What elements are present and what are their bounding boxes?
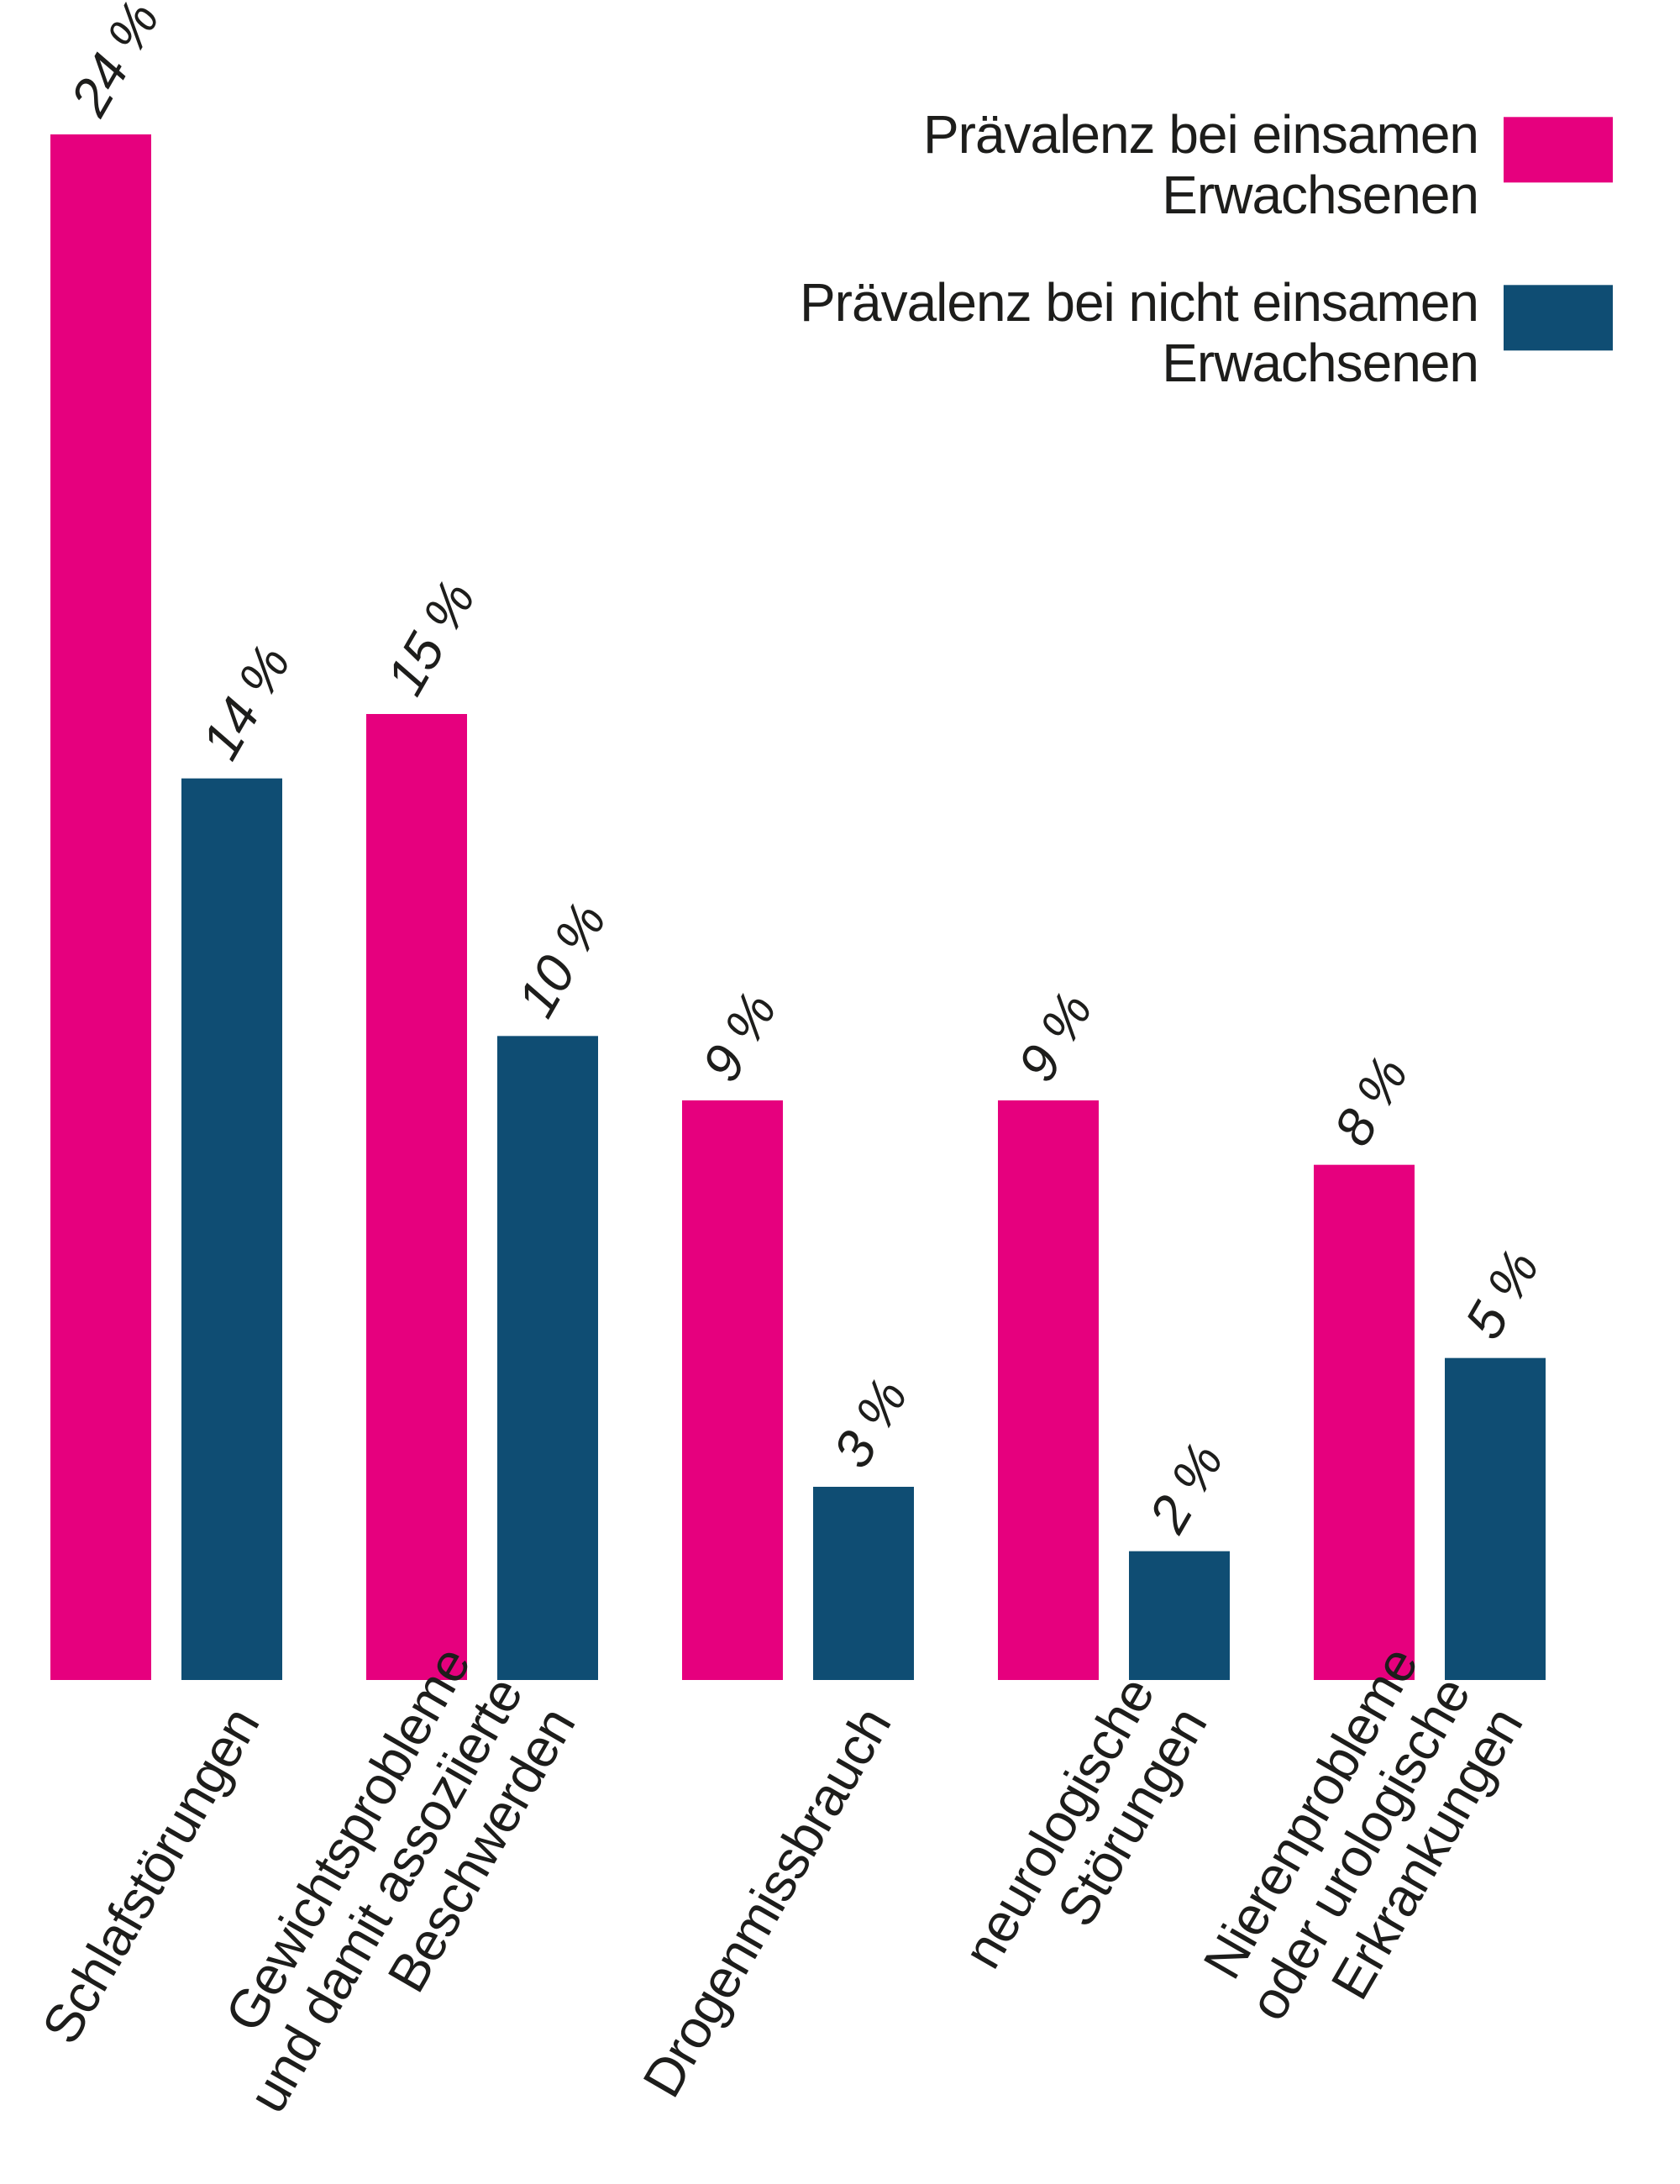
bar-einsam xyxy=(682,1100,783,1680)
bar-nicht_einsam xyxy=(1129,1551,1230,1680)
legend-label: Erwachsenen xyxy=(1162,165,1478,225)
bar-nicht_einsam xyxy=(813,1487,914,1680)
bar-einsam xyxy=(50,134,151,1680)
bar-einsam xyxy=(366,714,467,1680)
bar-einsam xyxy=(998,1100,1099,1680)
bar-nicht_einsam xyxy=(181,779,282,1680)
prevalence-bar-chart: 24 %14 %Schlafstörungen15 %10 %Gewichtsp… xyxy=(0,0,1680,2184)
legend-label: Erwachsenen xyxy=(1162,333,1478,393)
bar-nicht_einsam xyxy=(497,1036,598,1680)
legend-label: Prävalenz bei einsamen xyxy=(923,104,1478,165)
bar-nicht_einsam xyxy=(1445,1358,1546,1680)
legend-swatch-einsam xyxy=(1504,117,1613,182)
legend-swatch-nicht_einsam xyxy=(1504,285,1613,350)
bar-einsam xyxy=(1314,1165,1415,1680)
legend-label: Prävalenz bei nicht einsamen xyxy=(800,272,1478,333)
